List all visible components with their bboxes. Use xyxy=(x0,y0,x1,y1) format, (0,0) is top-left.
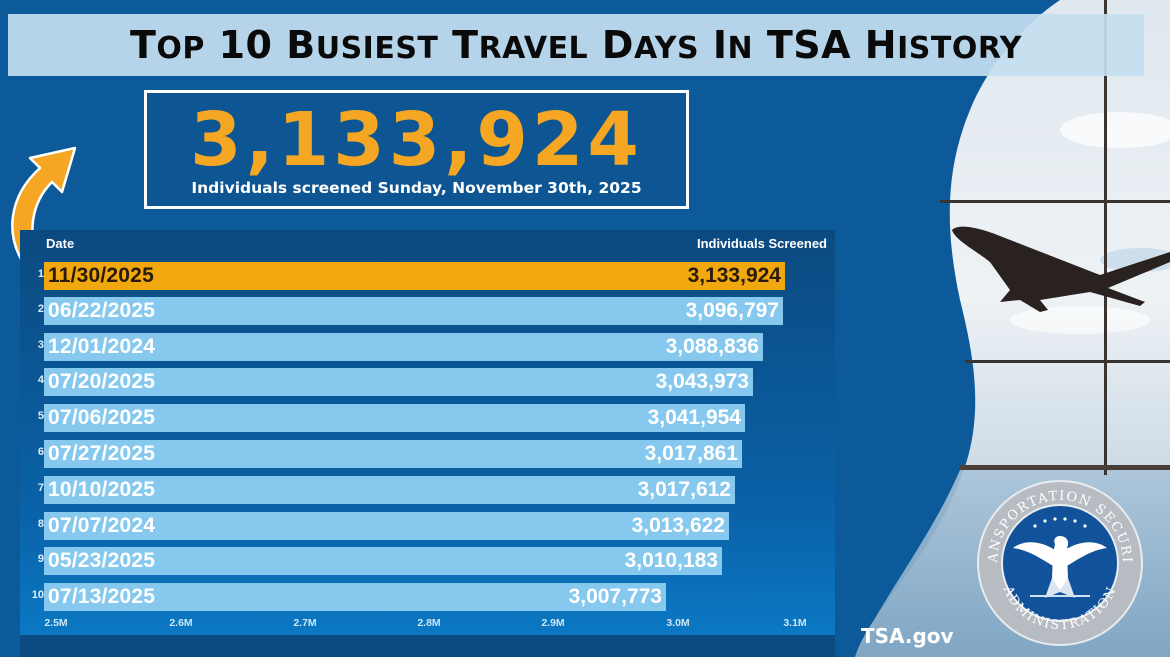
x-tick: 2.7M xyxy=(293,617,317,629)
x-tick: 2.9M xyxy=(541,617,565,629)
bar-value: 3,133,924 xyxy=(687,264,781,287)
x-tick: 3.1M xyxy=(783,617,807,629)
x-tick: 2.5M xyxy=(44,617,68,629)
rank-label: 9 xyxy=(37,553,44,565)
x-tick: 2.6M xyxy=(169,617,193,629)
bar-date: 05/23/2025 xyxy=(48,549,156,572)
bar: 12/01/2024 3,088,836 xyxy=(44,333,763,361)
bar-row: 2 06/22/2025 3,096,797 xyxy=(26,297,826,327)
bar-value: 3,088,836 xyxy=(665,335,759,358)
bar-highlight: 11/30/2025 3,133,924 xyxy=(44,262,785,290)
bar-date: 07/20/2025 xyxy=(48,370,156,393)
chart-panel-footer xyxy=(20,635,835,657)
bar-value: 3,041,954 xyxy=(647,406,741,429)
record-caption: Individuals screened Sunday, November 30… xyxy=(191,179,642,197)
bar-date: 07/07/2024 xyxy=(48,514,156,537)
bar-value: 3,013,622 xyxy=(631,514,725,537)
bar: 07/06/2025 3,041,954 xyxy=(44,404,745,432)
bar-row: 5 07/06/2025 3,041,954 xyxy=(26,404,826,434)
record-stat-box: 3,133,924 Individuals screened Sunday, N… xyxy=(144,90,689,209)
bar-value: 3,017,612 xyxy=(637,478,731,501)
tsa-website-link[interactable]: TSA.gov xyxy=(861,624,954,648)
rank-label: 6 xyxy=(37,446,44,458)
title-banner: TOP 10 BUSIEST TRAVEL DAYS IN TSA HISTOR… xyxy=(8,14,1144,76)
rank-label: 7 xyxy=(37,482,44,494)
bar-date: 07/13/2025 xyxy=(48,585,156,608)
bar: 10/10/2025 3,017,612 xyxy=(44,476,735,504)
bar-row: 6 07/27/2025 3,017,861 xyxy=(26,440,826,470)
bar-row: 3 12/01/2024 3,088,836 xyxy=(26,333,826,363)
bar-value: 3,096,797 xyxy=(685,299,779,322)
rank-label: 2 xyxy=(37,303,44,315)
bar-value: 3,017,861 xyxy=(644,442,738,465)
rank-label: 10 xyxy=(31,589,44,601)
bar: 06/22/2025 3,096,797 xyxy=(44,297,783,325)
bar-row: 10 07/13/2025 3,007,773 xyxy=(26,583,826,613)
bar: 07/07/2024 3,013,622 xyxy=(44,512,729,540)
bar-row: 1 11/30/2025 3,133,924 xyxy=(26,262,826,292)
bar-value: 3,007,773 xyxy=(568,585,662,608)
bar: 07/27/2025 3,017,861 xyxy=(44,440,742,468)
bar-row: 4 07/20/2025 3,043,973 xyxy=(26,368,826,398)
bar-date: 10/10/2025 xyxy=(48,478,156,501)
bar-date: 12/01/2024 xyxy=(48,335,156,358)
record-number: 3,133,924 xyxy=(190,97,643,183)
bar-date: 11/30/2025 xyxy=(48,264,154,287)
column-header-count: Individuals Screened xyxy=(696,236,827,251)
rank-label: 8 xyxy=(37,518,44,530)
bar-value: 3,043,973 xyxy=(655,370,749,393)
column-header-date: Date xyxy=(46,236,75,251)
bar-row: 7 10/10/2025 3,017,612 xyxy=(26,476,826,506)
x-tick: 3.0M xyxy=(666,617,690,629)
bar-row: 9 05/23/2025 3,010,183 xyxy=(26,547,826,577)
bar-row: 8 07/07/2024 3,013,622 xyxy=(26,512,826,542)
x-tick: 2.8M xyxy=(417,617,441,629)
bar-value: 3,010,183 xyxy=(624,549,718,572)
bar-date: 06/22/2025 xyxy=(48,299,156,322)
bar: 07/13/2025 3,007,773 xyxy=(44,583,666,611)
rank-label: 1 xyxy=(37,268,44,280)
bar-date: 07/06/2025 xyxy=(48,406,156,429)
rank-label: 4 xyxy=(37,374,44,386)
rank-label: 5 xyxy=(37,410,44,422)
bar-date: 07/27/2025 xyxy=(48,442,156,465)
tsa-seal-logo: TRANSPORTATION SECURITY ADMINISTRATION xyxy=(975,478,1143,646)
bar: 07/20/2025 3,043,973 xyxy=(44,368,753,396)
page-title: TOP 10 BUSIEST TRAVEL DAYS IN TSA HISTOR… xyxy=(129,23,1023,67)
rank-label: 3 xyxy=(37,339,44,351)
bar: 05/23/2025 3,010,183 xyxy=(44,547,722,575)
